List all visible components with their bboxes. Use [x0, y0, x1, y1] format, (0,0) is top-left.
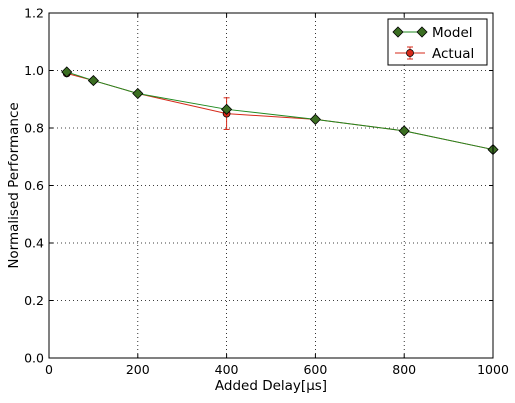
x-tick-label: 400 [215, 362, 239, 377]
y-tick-label: 1.2 [24, 6, 44, 21]
actual-line [66, 72, 494, 151]
plot-frame [48, 12, 494, 359]
x-tick-label: 200 [126, 362, 150, 377]
y-tick-label: 0.0 [24, 351, 44, 366]
x-tick-label: 0 [45, 362, 53, 377]
model-point [61, 66, 73, 78]
x-tick-label: 1000 [477, 362, 509, 377]
legend-item-model: Model [392, 25, 473, 41]
x-tick-label: 600 [303, 362, 327, 377]
y-tick-label: 1.0 [24, 63, 44, 78]
y-axis-ticks: 0.0 0.2 0.4 0.6 0.8 1.0 1.2 [24, 6, 493, 366]
model-point [221, 103, 233, 115]
legend-label-actual: Actual [432, 46, 474, 62]
model-line [66, 71, 494, 151]
legend-marker [416, 26, 428, 38]
y-tick-label: 0.6 [24, 178, 44, 193]
y-axis-label: Normalised Performance [6, 102, 22, 268]
series-model [61, 66, 499, 156]
model-point [398, 125, 410, 137]
legend-label-model: Model [432, 25, 473, 41]
x-axis-ticks: 0 200 400 600 800 1000 [45, 13, 509, 377]
y-tick-label: 0.2 [24, 293, 44, 308]
y-tick-label: 0.8 [24, 121, 44, 136]
series-actual [62, 69, 497, 154]
x-tick-label: 800 [392, 362, 416, 377]
legend-box [387, 18, 488, 66]
legend: Model Actual [387, 18, 488, 66]
x-axis-label: Added Delay[μs] [215, 378, 327, 394]
y-tick-label: 0.4 [24, 236, 44, 251]
series-layer [61, 66, 499, 156]
model-point [132, 87, 144, 100]
model-point [309, 113, 321, 125]
legend-item-actual: Actual [395, 46, 474, 62]
model-point [87, 74, 99, 87]
legend-marker [406, 49, 414, 57]
legend-marker [392, 26, 404, 38]
